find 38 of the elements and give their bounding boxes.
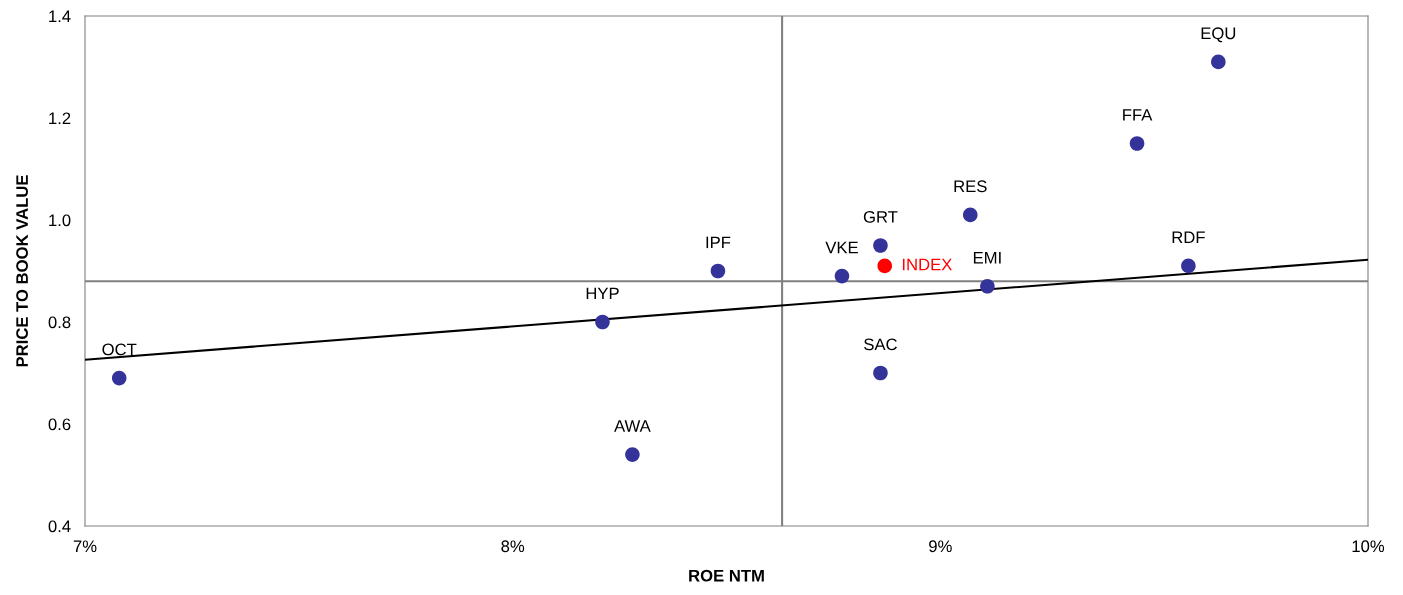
x-tick-label: 7%	[73, 540, 97, 553]
point	[1129, 136, 1145, 151]
point	[625, 447, 640, 462]
point	[1181, 258, 1196, 274]
y-tick-label: 1.0	[49, 214, 71, 227]
annotation: AWA	[614, 420, 651, 432]
annotation: VKE	[825, 241, 858, 254]
point	[111, 370, 127, 386]
x-tick-label: 8%	[501, 540, 525, 553]
annotation: HYP	[586, 287, 619, 300]
y-axis-title: PRICE TO BOOK VALUE	[16, 175, 28, 367]
point	[710, 263, 726, 279]
x-tick-label: 10%	[1352, 540, 1385, 553]
point	[834, 268, 850, 284]
point	[873, 238, 888, 253]
y-tick-label: 0.4	[48, 520, 71, 533]
annotation: OCT	[102, 343, 137, 356]
annotation: SAC	[864, 338, 897, 351]
point	[980, 279, 995, 294]
y-tick-label: 1.2	[49, 112, 71, 125]
point	[962, 207, 978, 223]
x-axis-title: ROE NTM	[689, 569, 764, 582]
annotation: FFA	[1123, 109, 1153, 121]
y-tick-label: 1.4	[49, 10, 71, 23]
series-label: INDEX	[902, 258, 952, 271]
annotation: RDF	[1172, 231, 1205, 243]
point	[1211, 54, 1226, 70]
annotation: GRT	[863, 210, 898, 223]
x-tick-label: 9%	[929, 540, 952, 553]
annotation: RES	[954, 180, 987, 193]
y-tick-label: 0.8	[48, 316, 71, 329]
point	[877, 258, 893, 274]
annotation: IPF	[706, 236, 731, 249]
y-tick-label: 0.6	[48, 418, 71, 431]
point	[595, 314, 610, 330]
annotation: EMI	[973, 251, 1001, 264]
point	[873, 365, 888, 381]
annotation: EQU	[1201, 27, 1236, 43]
